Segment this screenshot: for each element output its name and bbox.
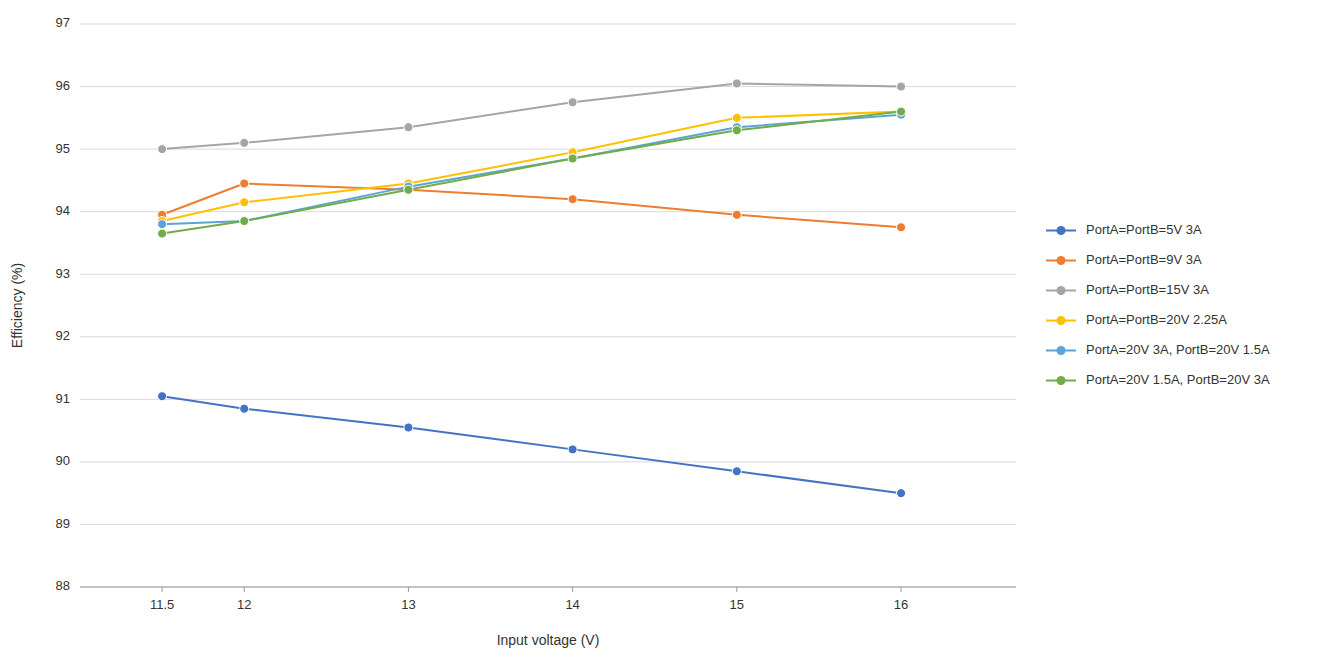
- y-grid-line: [80, 274, 1016, 275]
- legend-swatch-marker: [1057, 316, 1066, 325]
- legend-swatch-marker: [1057, 376, 1066, 385]
- point-marker: [732, 467, 741, 476]
- y-tick-label: 94: [56, 203, 70, 218]
- y-tick-label: 97: [56, 15, 70, 30]
- point-marker: [568, 154, 577, 163]
- x-tick-label: 12: [237, 597, 251, 612]
- point-marker: [240, 404, 249, 413]
- legend-swatch-marker: [1057, 346, 1066, 355]
- legend-item: PortA=PortB=5V 3A: [1046, 222, 1202, 237]
- point-marker: [732, 113, 741, 122]
- series: [158, 392, 906, 498]
- point-marker: [568, 445, 577, 454]
- legend-label: PortA=PortB=20V 2.25A: [1086, 312, 1227, 327]
- x-tick-label: 13: [401, 597, 415, 612]
- point-marker: [404, 185, 413, 194]
- legend-item: PortA=20V 3A, PortB=20V 1.5A: [1046, 342, 1270, 357]
- legend-swatch-marker: [1057, 226, 1066, 235]
- y-grid-line: [80, 149, 1016, 150]
- point-marker: [897, 107, 906, 116]
- y-grid-line: [80, 24, 1016, 25]
- x-tick-label: 11.5: [150, 597, 174, 612]
- point-marker: [240, 179, 249, 188]
- point-marker: [897, 107, 906, 116]
- point-marker: [240, 217, 249, 226]
- y-grid-line: [80, 211, 1016, 212]
- series-line: [162, 396, 901, 493]
- point-marker: [158, 145, 167, 154]
- point-marker: [568, 195, 577, 204]
- legend-label: PortA=20V 3A, PortB=20V 1.5A: [1086, 342, 1270, 357]
- point-marker: [404, 423, 413, 432]
- series-line: [162, 115, 901, 224]
- plot-data: [158, 79, 906, 498]
- legend-swatch-marker: [1057, 286, 1066, 295]
- point-marker: [158, 220, 167, 229]
- y-grid-line: [80, 336, 1016, 337]
- legend-item: PortA=PortB=20V 2.25A: [1046, 312, 1227, 327]
- point-marker: [897, 82, 906, 91]
- point-marker: [404, 123, 413, 132]
- x-tick: [408, 587, 409, 592]
- y-grid-line: [80, 524, 1016, 525]
- point-marker: [568, 98, 577, 107]
- x-tick: [572, 587, 573, 592]
- chart-svg: 88 89 90 91 92 93 94 95 96 97 11.5 12 13 14 15 16 Input …: [0, 0, 1326, 663]
- legend-item: PortA=20V 1.5A, PortB=20V 3A: [1046, 372, 1270, 387]
- legend-label: PortA=PortB=5V 3A: [1086, 222, 1202, 237]
- y-tick-label: 92: [56, 328, 70, 343]
- y-tick-label: 96: [56, 78, 70, 93]
- y-tick-label: 91: [56, 391, 70, 406]
- point-marker: [568, 154, 577, 163]
- x-tick: [244, 587, 245, 592]
- x-tick-label: 16: [894, 597, 908, 612]
- x-axis: 11.5 12 13 14 15 16: [80, 587, 1016, 612]
- x-tick: [901, 587, 902, 592]
- point-marker: [897, 489, 906, 498]
- series: [158, 110, 906, 228]
- x-tick: [736, 587, 737, 592]
- point-marker: [732, 126, 741, 135]
- x-tick-label: 15: [730, 597, 744, 612]
- x-axis-label: Input voltage (V): [497, 632, 600, 648]
- y-tick-label: 93: [56, 266, 70, 281]
- legend-item: PortA=PortB=15V 3A: [1046, 282, 1209, 297]
- point-marker: [732, 210, 741, 219]
- point-marker: [240, 138, 249, 147]
- x-tick-label: 14: [565, 597, 579, 612]
- point-marker: [158, 229, 167, 238]
- series-line: [162, 112, 901, 234]
- point-marker: [240, 217, 249, 226]
- y-tick-label: 90: [56, 453, 70, 468]
- chart-container: 88 89 90 91 92 93 94 95 96 97 11.5 12 13 14 15 16 Input …: [0, 0, 1326, 663]
- point-marker: [732, 79, 741, 88]
- series-line: [162, 184, 901, 228]
- legend-swatch-marker: [1057, 256, 1066, 265]
- x-axis-line: [80, 587, 1016, 588]
- legend: PortA=PortB=5V 3A PortA=PortB=9V 3A PortA=…: [1046, 222, 1270, 387]
- legend-label: PortA=PortB=15V 3A: [1086, 282, 1209, 297]
- y-grid-line: [80, 399, 1016, 400]
- y-grid-line: [80, 587, 1016, 588]
- point-marker: [404, 185, 413, 194]
- y-tick-label: 89: [56, 516, 70, 531]
- y-tick-label: 95: [56, 141, 70, 156]
- series: [158, 107, 906, 238]
- series: [158, 179, 906, 232]
- x-tick: [162, 587, 163, 592]
- legend-label: PortA=PortB=9V 3A: [1086, 252, 1202, 267]
- y-axis-label: Efficiency (%): [9, 263, 25, 348]
- point-marker: [240, 198, 249, 207]
- point-marker: [897, 223, 906, 232]
- point-marker: [158, 392, 167, 401]
- y-axis: 88 89 90 91 92 93 94 95 96 97: [56, 15, 1016, 593]
- y-tick-label: 88: [56, 578, 70, 593]
- y-grid-line: [80, 461, 1016, 462]
- legend-label: PortA=20V 1.5A, PortB=20V 3A: [1086, 372, 1270, 387]
- legend-item: PortA=PortB=9V 3A: [1046, 252, 1202, 267]
